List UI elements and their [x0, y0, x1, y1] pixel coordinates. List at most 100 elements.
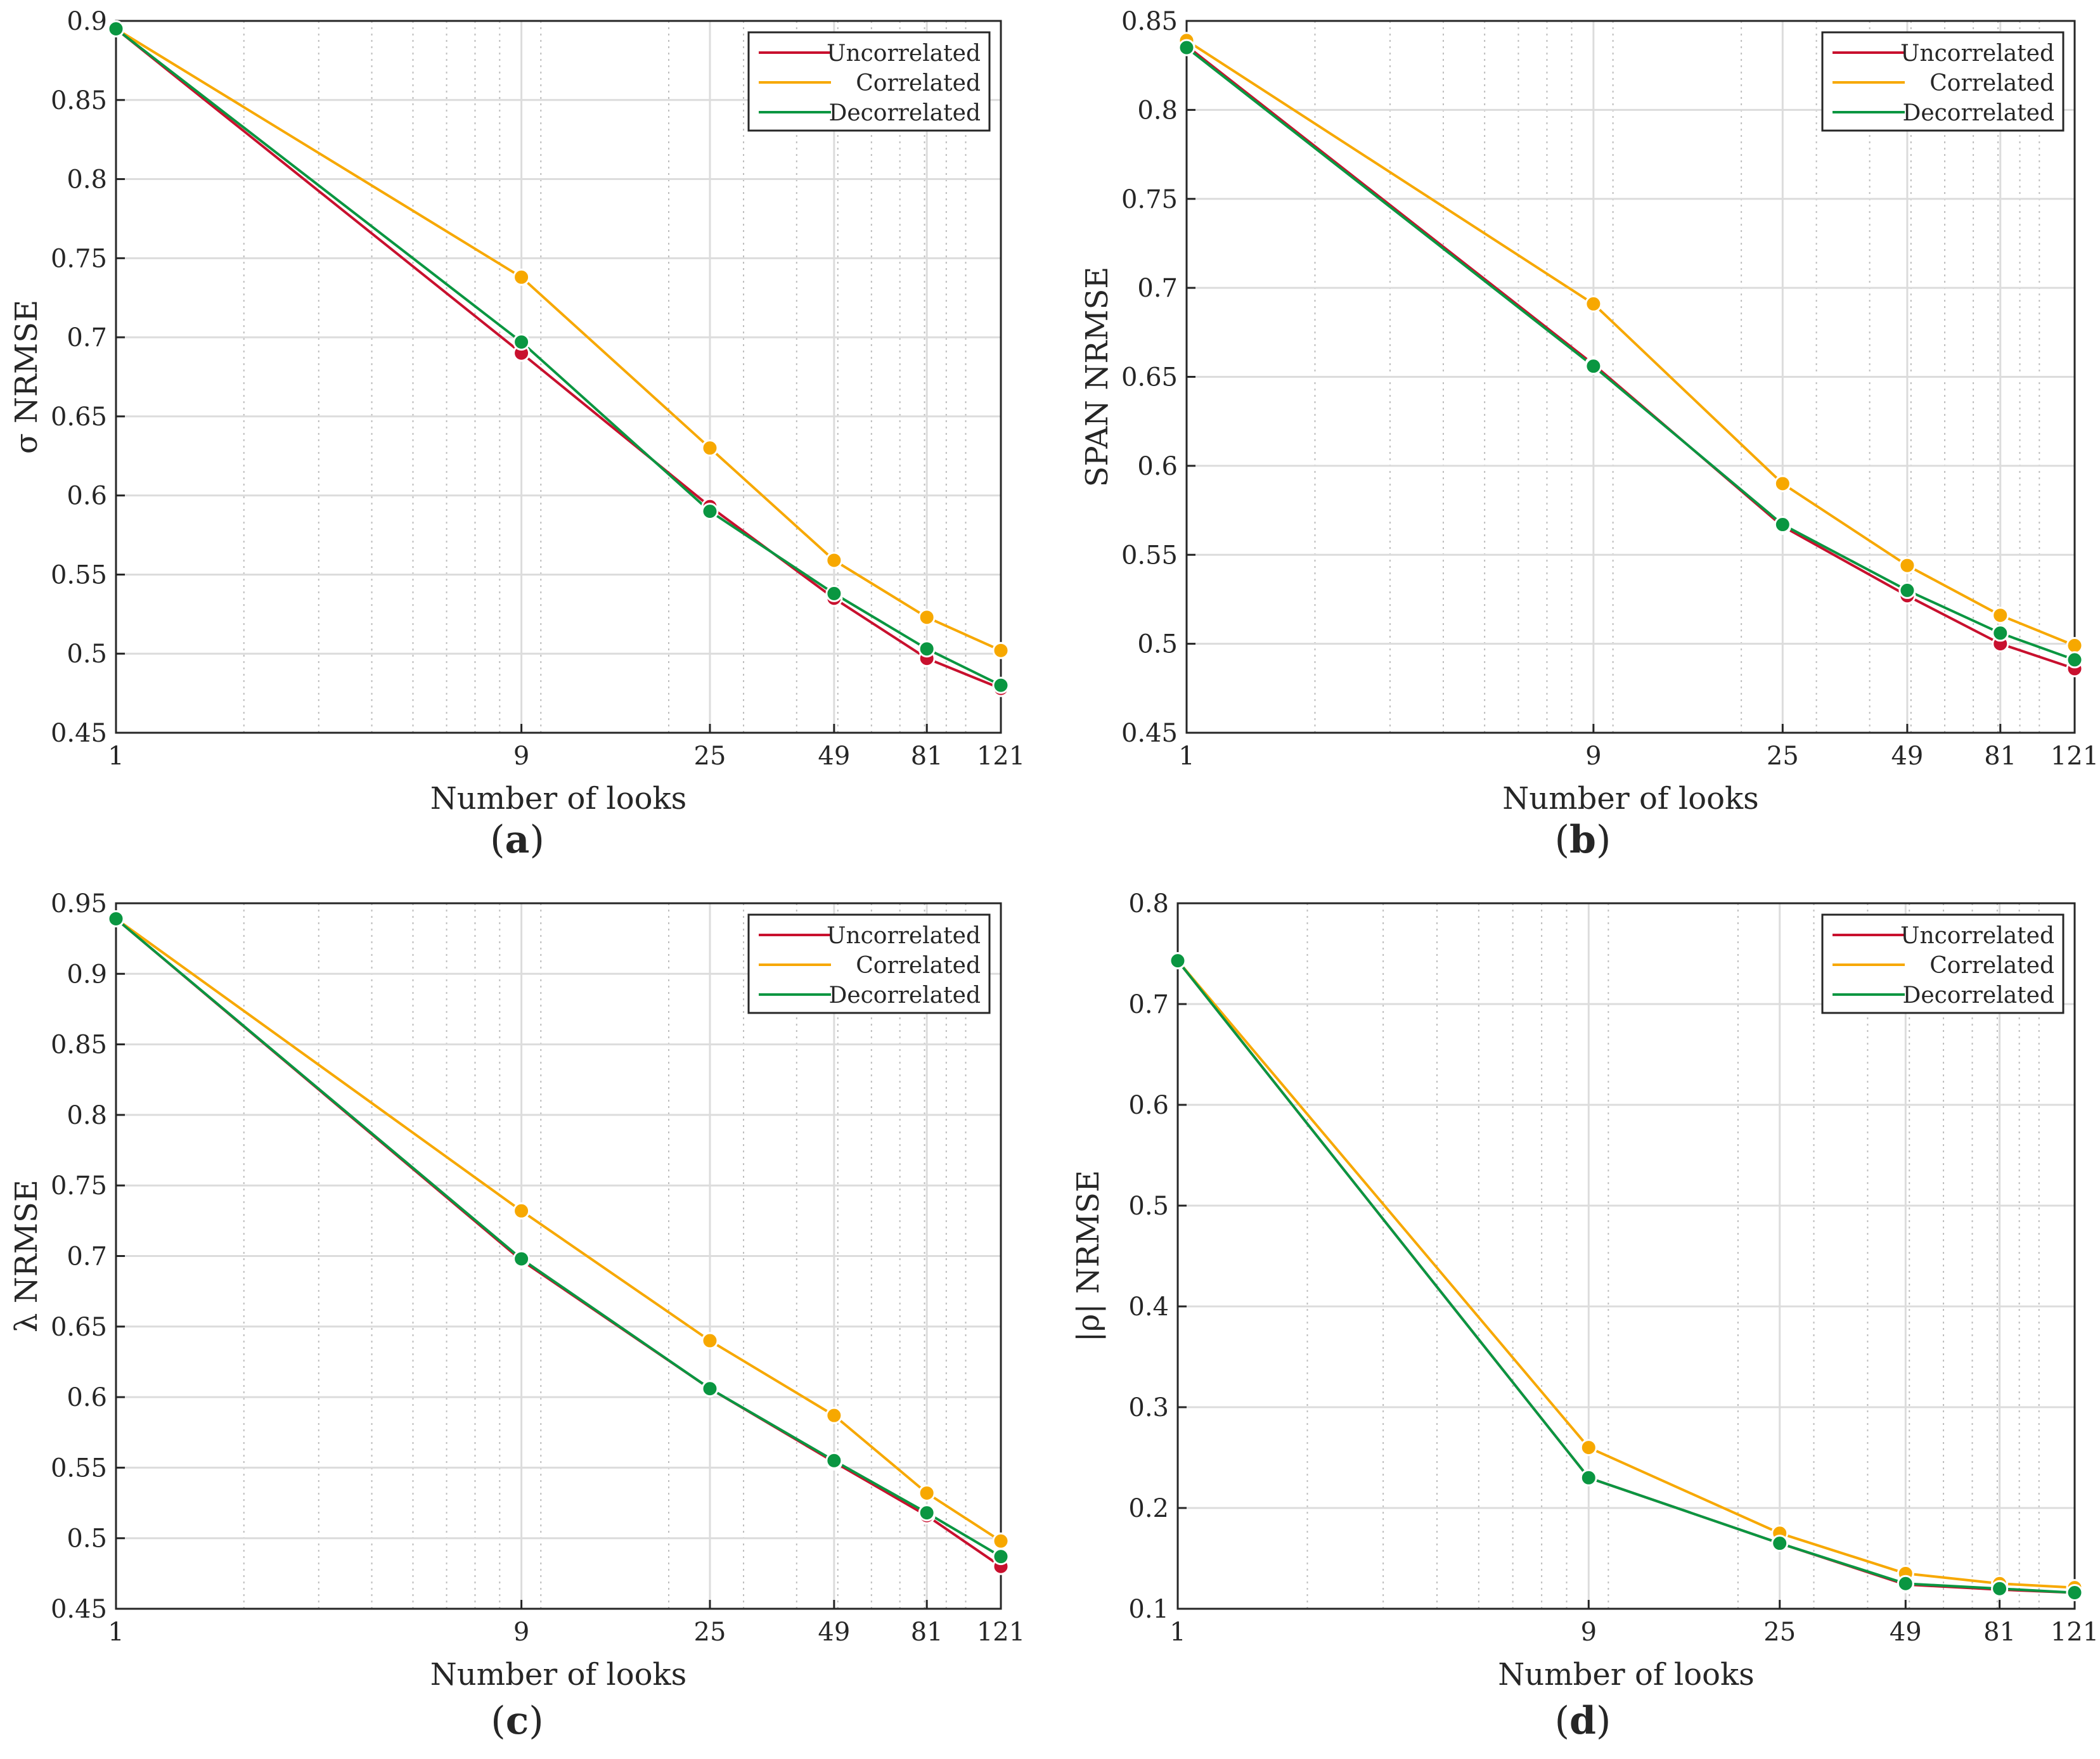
marker-decorrelated: [825, 584, 843, 602]
legend-label-uncorrelated: Uncorrelated: [1900, 41, 2054, 67]
marker-decorrelated: [701, 503, 719, 520]
x-tick-label: 9: [1581, 1618, 1597, 1647]
y-tick-label: 0.55: [1121, 541, 1178, 570]
x-axis-label: Number of looks: [1498, 1657, 1755, 1692]
series-markers: [1169, 952, 2084, 1602]
marker-decorrelated: [1898, 581, 1916, 599]
y-tick-label: 0.4: [1128, 1292, 1169, 1322]
y-tick-label: 0.5: [1137, 630, 1178, 659]
marker-decorrelated: [918, 1504, 936, 1522]
marker-correlated: [513, 1202, 531, 1220]
series-lines: [115, 917, 1002, 1568]
marker-correlated: [825, 1407, 843, 1424]
y-tick-label: 0.65: [51, 1313, 107, 1342]
y-tick-label: 0.65: [51, 403, 107, 432]
x-tick-label: 25: [694, 1618, 726, 1647]
x-tick-label: 81: [911, 1618, 943, 1647]
x-tick-label: 81: [911, 742, 943, 771]
axes-box: [1176, 902, 2076, 1610]
marker-decorrelated: [992, 1548, 1010, 1566]
marker-correlated: [1580, 1439, 1597, 1457]
x-tick-label: 121: [977, 742, 1025, 771]
marker-decorrelated: [1771, 1535, 1789, 1552]
ticks: 1 9 25 49 81 121 0.45 0.5 0.55 0.6 0.65 0.7 0.75 0.8 0…: [1121, 7, 2099, 771]
y-tick-label: 0.45: [51, 1595, 107, 1624]
y-axis-label: |ρ| NRMSE: [1071, 1170, 1106, 1342]
marker-decorrelated: [1774, 516, 1791, 534]
series-line-uncorrelated: [1176, 960, 2075, 1594]
y-tick-label: 0.8: [67, 165, 107, 195]
x-tick-label: 25: [1763, 1618, 1796, 1647]
x-tick-label: 49: [1891, 742, 1923, 771]
series-line-correlated: [1185, 39, 2075, 647]
marker-decorrelated: [2066, 1584, 2084, 1602]
series-lines: [1185, 39, 2075, 670]
marker-decorrelated: [1585, 358, 1602, 375]
series-markers: [107, 910, 1010, 1575]
series-line-uncorrelated: [1185, 44, 2075, 670]
marker-decorrelated: [1178, 39, 1195, 56]
marker-correlated: [918, 1484, 936, 1502]
y-tick-label: 0.7: [67, 323, 107, 352]
y-tick-label: 0.85: [1121, 7, 1178, 36]
legend-label-correlated: Correlated: [1929, 70, 2054, 96]
x-tick-label: 25: [1767, 742, 1799, 771]
series-markers: [1178, 32, 2084, 678]
y-tick-label: 0.8: [67, 1101, 107, 1130]
ticks: 1 9 25 49 81 121 0.45 0.5 0.55 0.6 0.65 0.7 0.75 0.8 0…: [51, 7, 1025, 771]
y-tick-label: 0.9: [67, 7, 107, 36]
y-tick-label: 0.6: [67, 482, 107, 511]
panel-caption-letter: c: [506, 1699, 529, 1743]
marker-correlated: [2066, 636, 2084, 654]
axes-box: [115, 20, 1002, 734]
y-tick-label: 0.9: [67, 960, 107, 989]
legend-label-correlated: Correlated: [1929, 953, 2054, 979]
x-axis-label: Number of looks: [430, 1657, 687, 1692]
marker-correlated: [1585, 295, 1602, 312]
marker-correlated: [1898, 557, 1916, 574]
x-tick-label: 49: [818, 1618, 850, 1647]
x-tick-label: 49: [818, 742, 850, 771]
series-lines: [115, 27, 1002, 690]
y-tick-label: 0.7: [67, 1242, 107, 1272]
marker-decorrelated: [992, 676, 1010, 694]
marker-correlated: [825, 551, 843, 569]
x-tick-label: 9: [513, 742, 529, 771]
x-tick-label: 1: [108, 742, 124, 771]
marker-decorrelated: [701, 1380, 719, 1398]
series-line-correlated: [1176, 960, 2075, 1589]
y-tick-label: 0.5: [1128, 1192, 1169, 1221]
panel-b: 1 9 25 49 81 121 0.45 0.5 0.55 0.6 0.65 0.7 0.75 0.8 0…: [1079, 7, 2099, 862]
series-markers: [107, 20, 1010, 697]
y-tick-label: 0.6: [67, 1383, 107, 1412]
y-tick-label: 0.8: [1137, 96, 1178, 125]
y-tick-label: 0.3: [1128, 1393, 1169, 1422]
y-tick-label: 0.55: [51, 560, 107, 590]
x-tick-label: 1: [1169, 1618, 1185, 1647]
marker-decorrelated: [825, 1452, 843, 1469]
x-tick-label: 81: [1983, 1618, 2016, 1647]
y-axis-label: λ NRMSE: [9, 1180, 44, 1332]
x-tick-label: 121: [2051, 742, 2099, 771]
marker-correlated: [1774, 475, 1791, 493]
panel-a: 1 9 25 49 81 121 0.45 0.5 0.55 0.6 0.65 0.7 0.75 0.8 0…: [9, 7, 1025, 862]
x-tick-label: 9: [1585, 742, 1601, 771]
marker-decorrelated: [918, 640, 936, 658]
ticks: 1 9 25 49 81 121 0.1 0.2 0.3 0.4 0.5 0.6 0.7 0.8: [1128, 889, 2099, 1647]
y-tick-label: 0.2: [1128, 1494, 1169, 1523]
panel-caption: (b): [1555, 818, 1611, 862]
ticks: 1 9 25 49 81 121 0.45 0.5 0.55 0.6 0.65 0.7 0.75 0.8 0…: [51, 889, 1025, 1647]
y-tick-label: 0.6: [1137, 452, 1178, 481]
x-tick-label: 121: [2051, 1618, 2099, 1647]
legend-label-decorrelated: Decorrelated: [1902, 100, 2054, 126]
marker-decorrelated: [1992, 624, 2009, 642]
marker-correlated: [701, 439, 719, 457]
legend: Uncorrelated Correlated Decorrelated: [747, 31, 991, 132]
x-tick-label: 1: [1178, 742, 1194, 771]
x-tick-label: 49: [1890, 1618, 1922, 1647]
y-tick-label: 0.65: [1121, 363, 1178, 392]
panel-d: 1 9 25 49 81 121 0.1 0.2 0.3 0.4 0.5 0.6 0.7 0.8 Numbe…: [1071, 889, 2099, 1743]
series-line-decorrelated: [115, 917, 1002, 1558]
marker-decorrelated: [2066, 651, 2084, 669]
y-tick-label: 0.45: [51, 719, 107, 748]
